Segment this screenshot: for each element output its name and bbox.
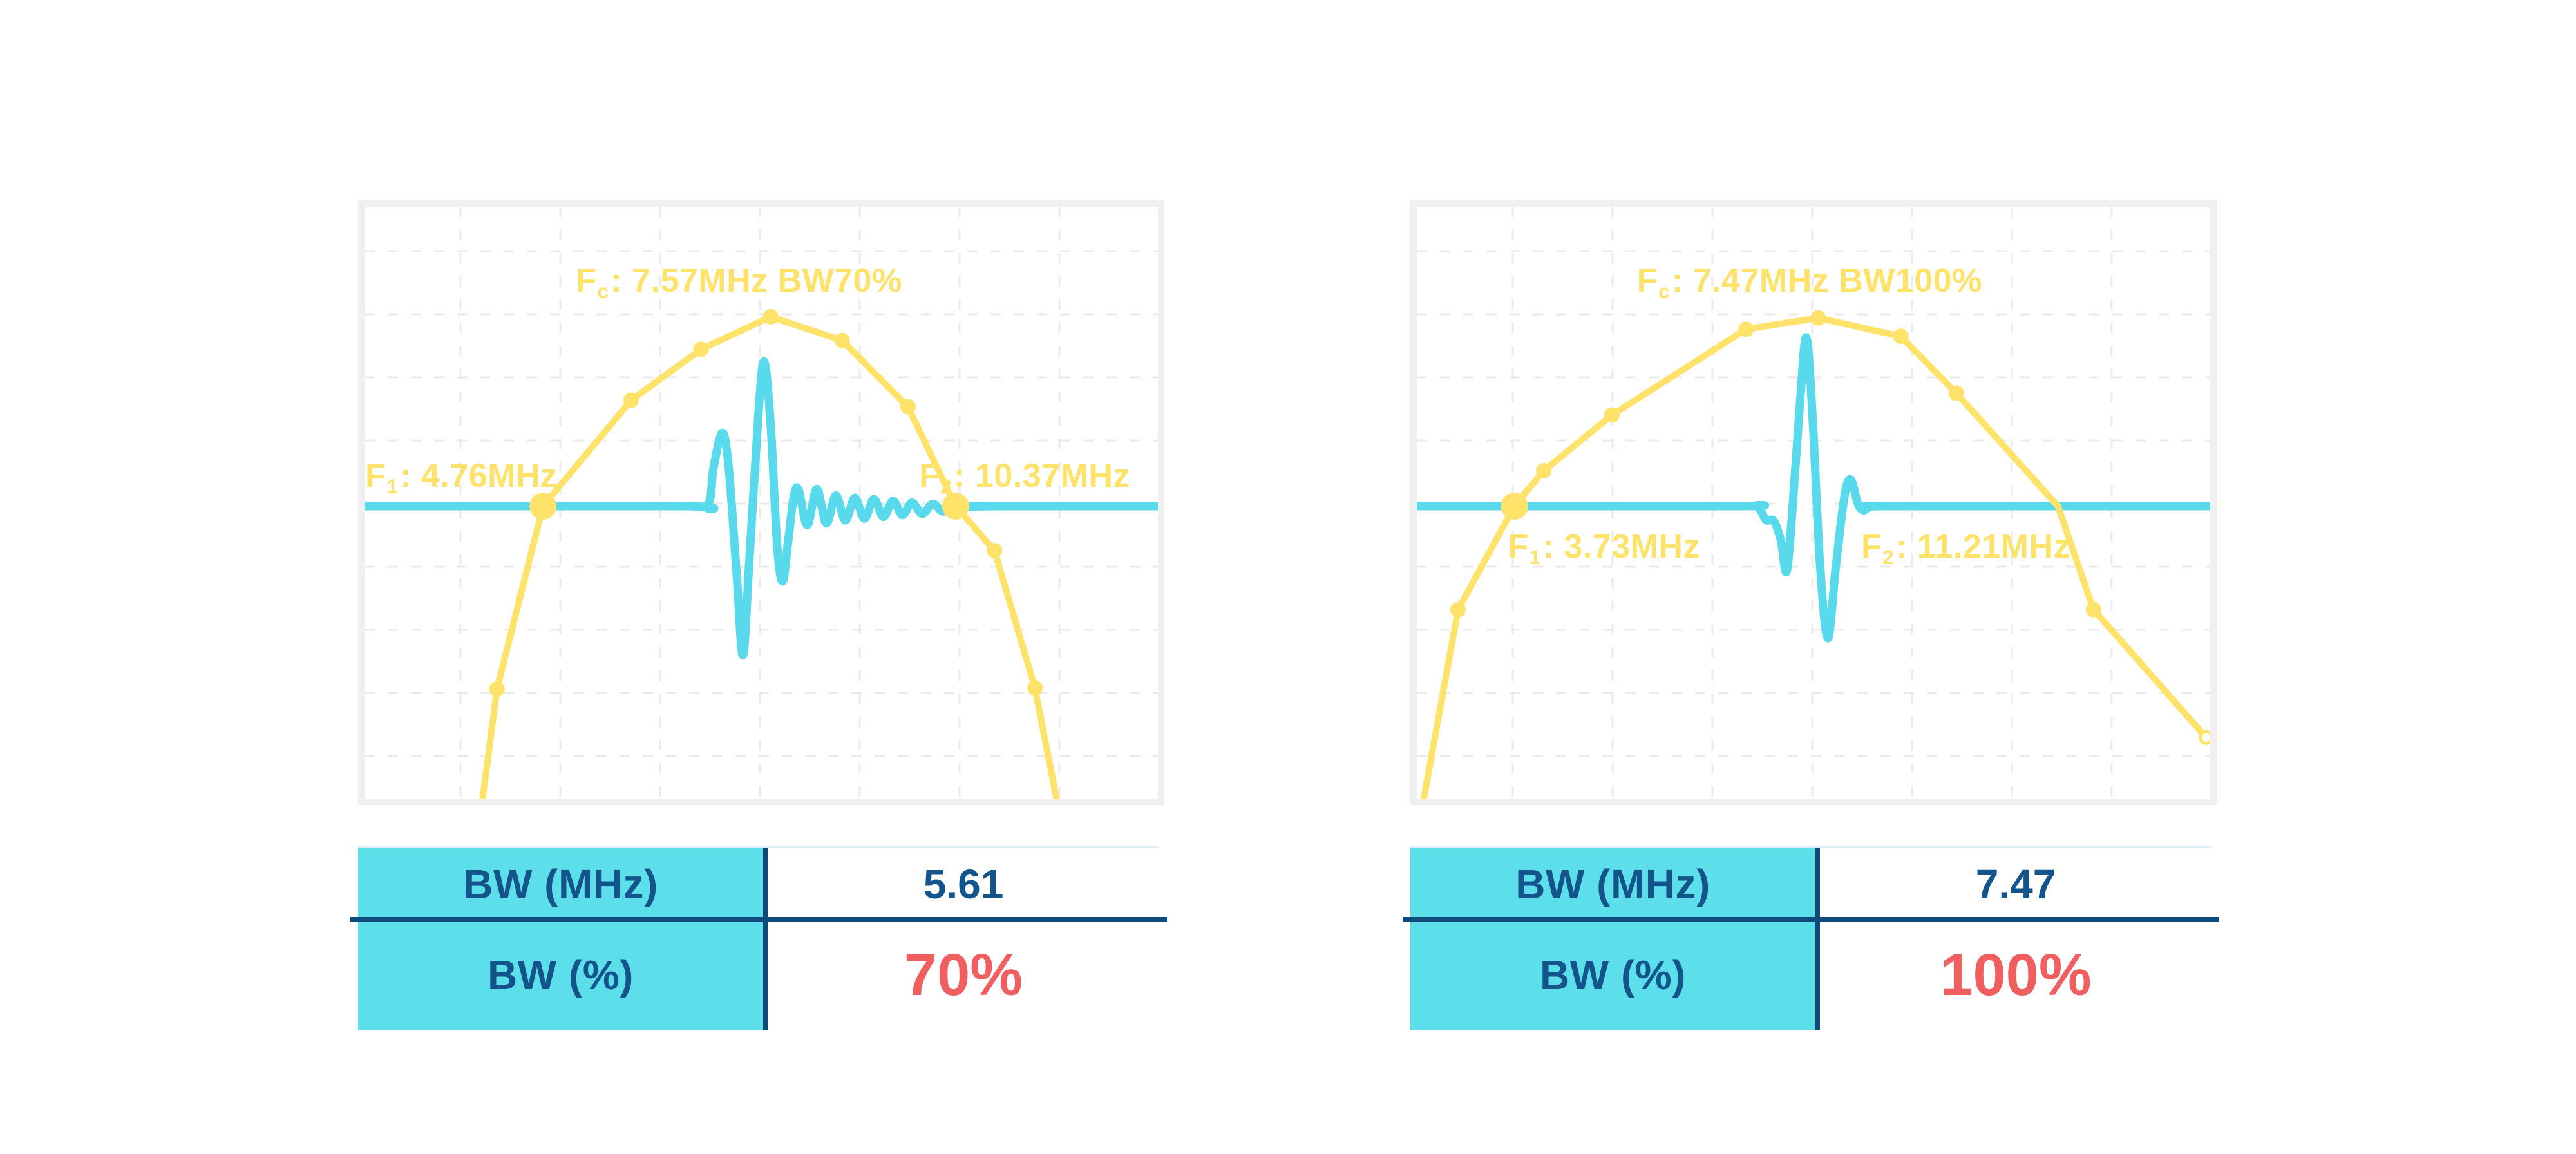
f2-annotation: F2: 10.37MHz	[919, 457, 1130, 498]
fc-annotation: Fc: 7.47MHz BW100%	[1636, 261, 1982, 303]
bw-mhz-label: BW (MHz)	[1515, 860, 1710, 907]
table-column-divider	[763, 848, 768, 1030]
fc-annotation-subscript: c	[1658, 279, 1670, 303]
table-value-column: 5.61 70%	[768, 848, 1159, 1030]
table-top-border	[1410, 846, 2211, 848]
f1-annotation: F1: 4.76MHz	[365, 457, 558, 498]
bw-pct-label: BW (%)	[1540, 952, 1686, 998]
f2-annotation-text: F	[1861, 528, 1882, 566]
spectrum-chart-right: Fc: 7.47MHz BW100% F1: 3.73MHz F2: 11.21…	[1410, 200, 2217, 805]
f1-annotation-text: F	[365, 457, 386, 495]
bw-pct-label: BW (%)	[488, 952, 634, 998]
table-label-column: BW (MHz) BW (%)	[358, 848, 763, 1030]
table-label-column: BW (MHz) BW (%)	[1410, 848, 1815, 1030]
table-row: 7.47	[1820, 848, 2211, 920]
table-top-border	[358, 846, 1159, 848]
f2-annotation-subscript: 2	[940, 475, 952, 498]
table-row: 70%	[768, 920, 1159, 1030]
bw-mhz-label: BW (MHz)	[463, 860, 658, 907]
table-row: 5.61	[768, 848, 1159, 920]
table-column-divider	[1815, 848, 1820, 1030]
fc-annotation-subscript: c	[597, 279, 609, 303]
f2-annotation-text: F	[919, 457, 940, 495]
table-row: 100%	[1820, 920, 2211, 1030]
spectrum-chart-right-plot	[1417, 207, 2210, 799]
f1-annotation: F1: 3.73MHz	[1508, 527, 1700, 569]
f1-annotation-value: : 4.76MHz	[400, 457, 558, 495]
table-row: BW (MHz)	[358, 848, 763, 920]
fc-annotation: Fc: 7.57MHz BW70%	[576, 261, 902, 303]
spectrum-chart-left: Fc: 7.57MHz BW70% F1: 4.76MHz F2: 10.37M…	[358, 200, 1164, 805]
table-row-divider	[350, 917, 1167, 922]
bandwidth-table-right: BW (MHz) BW (%) 7.47 100%	[1403, 846, 2219, 1030]
fc-annotation-text: F	[1636, 261, 1658, 299]
table-row-divider	[1403, 917, 2219, 922]
fc-annotation-value: : 7.47MHz BW100%	[1671, 261, 1982, 299]
bw-mhz-value: 7.47	[1975, 860, 2056, 907]
f2-annotation-value: : 10.37MHz	[954, 457, 1130, 495]
bw-pct-value: 100%	[1940, 941, 2092, 1008]
fc-annotation-text: F	[576, 261, 597, 299]
f1-annotation-subscript: 1	[386, 475, 399, 498]
f2-annotation: F2: 11.21MHz	[1861, 527, 2071, 569]
f1-annotation-subscript: 1	[1529, 546, 1541, 569]
table-row: BW (%)	[358, 920, 763, 1030]
f1-annotation-text: F	[1508, 528, 1529, 566]
bw-pct-value: 70%	[904, 941, 1023, 1008]
table-value-column: 7.47 100%	[1820, 848, 2211, 1030]
spectrum-chart-left-plot	[365, 207, 1158, 799]
table-row: BW (MHz)	[1410, 848, 1815, 920]
table-row: BW (%)	[1410, 920, 1815, 1030]
f1-annotation-value: : 3.73MHz	[1542, 528, 1700, 566]
f2-annotation-subscript: 2	[1882, 546, 1895, 569]
bandwidth-table-left: BW (MHz) BW (%) 5.61 70%	[350, 846, 1167, 1030]
bw-mhz-value: 5.61	[923, 860, 1004, 907]
f2-annotation-value: : 11.21MHz	[1896, 528, 2071, 566]
fc-annotation-value: : 7.57MHz BW70%	[611, 261, 902, 299]
